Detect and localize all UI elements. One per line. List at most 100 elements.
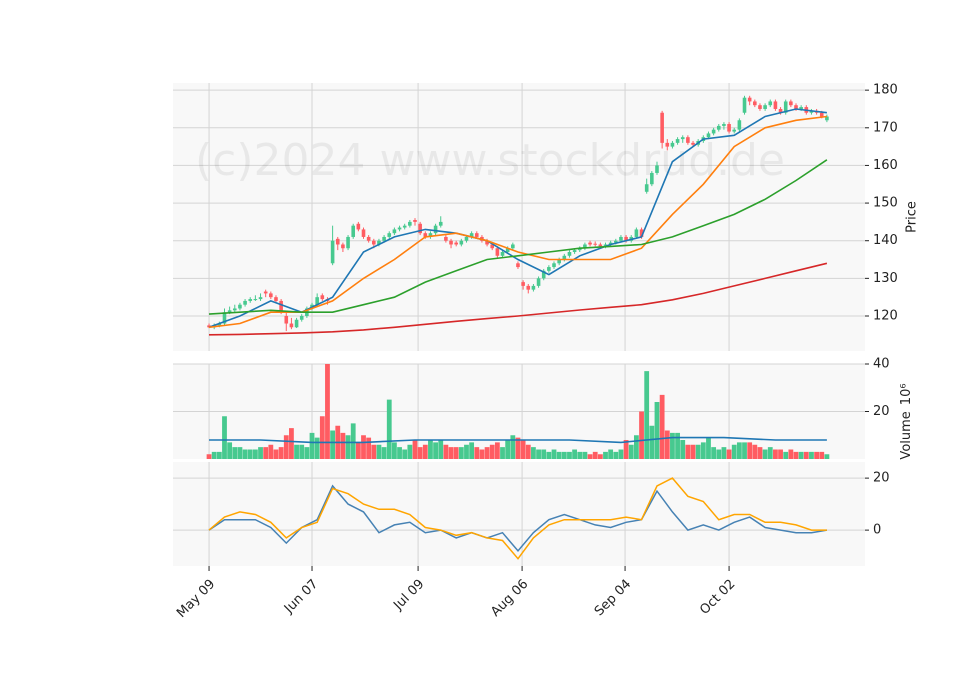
x-tick-label: Jun 07 [281,577,321,617]
volume-bar [747,442,753,459]
candle-body [248,299,253,301]
volume-bar [809,451,814,459]
candle-body [207,325,211,328]
candle-body [521,282,525,286]
candle-body [274,297,278,301]
volume-bar [355,442,361,459]
volume-bar [649,425,655,459]
candle-body [732,129,737,132]
candle-body [351,225,356,237]
candle-body [490,244,495,249]
candle-body [464,236,469,241]
candle-body [485,240,489,245]
candle-body [284,315,289,324]
volume-bar [232,447,238,459]
volume-bar [577,451,583,459]
candle-body [222,312,227,324]
volume-bar [397,447,402,459]
candle-body [799,107,803,109]
volume-bar [448,447,454,459]
volume-bar [464,444,469,459]
volume-bar [814,451,820,459]
candle-body [660,112,664,143]
volume-bar [386,399,392,459]
y-axis-label: Volume 10⁶ [899,383,914,459]
volume-bar [304,447,310,459]
volume-bar [670,432,675,459]
candle-body [593,243,598,245]
candle-body [444,236,448,241]
candle-body [341,244,345,249]
volume-bar [515,437,521,459]
volume-bar [309,432,315,459]
volume-bar [237,447,243,459]
candle-body [819,112,824,117]
volume-bar [433,442,438,459]
volume-bar [541,449,547,459]
candle-body [346,236,350,249]
candle-body [279,300,283,313]
candle-body [608,242,613,245]
candle-body [408,221,412,226]
volume-bar [531,447,536,459]
volume-bar [695,444,701,459]
candle-body [557,259,561,264]
volume-bar [659,394,665,459]
candle-body [670,142,675,147]
volume-bar [407,444,413,459]
x-tick-label: Sep 04 [592,577,635,620]
volume-bar [366,437,372,459]
candle-body [747,97,752,102]
candle-body [742,97,747,113]
candle-body [613,240,618,243]
candle-body [516,263,520,268]
volume-bar [567,451,572,459]
candle-body [691,142,695,145]
candle-body [634,229,639,237]
volume-bar [479,449,485,459]
candle-body [552,263,556,268]
volume-bar [494,442,500,459]
candle-body [547,267,551,271]
volume-bar [268,444,274,459]
candle-body [603,244,608,247]
volume-bar [572,449,578,459]
volume-bar [778,449,783,459]
volume-bar [340,432,346,459]
volume-bar [314,437,320,459]
candle-body [809,110,814,113]
candle-body [474,233,479,237]
candle-body [289,323,294,328]
candle-body [299,315,304,320]
volume-bar [273,449,279,459]
candle-body [675,139,680,143]
volume-average-line [209,436,827,444]
volume-bar [289,428,294,459]
y-tick-label: 160 [873,158,898,173]
volume-bar [242,449,248,459]
volume-bar [422,444,428,459]
candle-body [423,233,428,237]
candle-body [269,293,273,298]
volume-bar [536,449,541,459]
x-tick-label: Oct 02 [697,577,738,618]
volume-bar [252,449,258,459]
candle-body [413,220,417,222]
volume-bar [381,447,387,459]
candle-body [773,101,778,109]
volume-bar [294,444,299,459]
candle-body [619,236,623,241]
candle-body [727,124,731,132]
candle-body [402,225,407,228]
candle-body [263,291,268,294]
volume-bar [603,451,608,459]
candle-body [382,236,386,241]
y-axis-label: Price [905,201,920,233]
candle-body [644,184,649,192]
volume-bar [685,444,691,459]
volume-bar [690,444,696,459]
y-tick-label: 180 [873,83,898,98]
y-tick-label: 0 [873,523,881,538]
volume-bar [500,447,505,459]
candle-body [753,101,757,106]
